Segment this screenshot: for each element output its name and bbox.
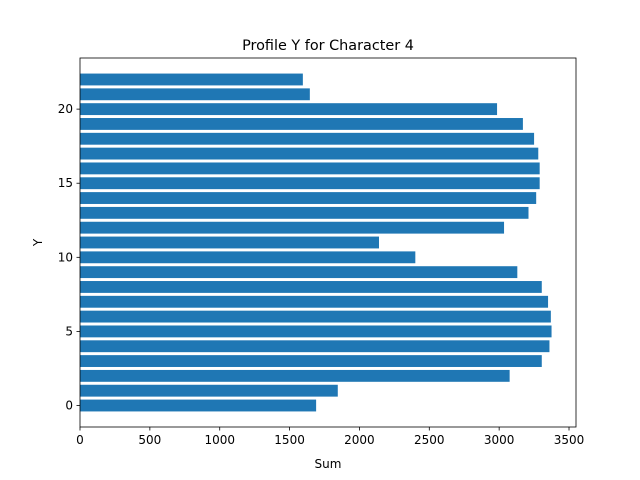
bar-y-11 [80, 236, 379, 249]
bar-y-6 [80, 310, 551, 323]
bar-y-21 [80, 88, 310, 101]
x-tick-label: 2000 [344, 433, 375, 447]
x-tick-label: 3000 [484, 433, 515, 447]
bar-y-2 [80, 369, 510, 382]
bar-y-17 [80, 147, 539, 160]
bar-y-14 [80, 192, 537, 204]
x-tick-label: 2500 [414, 433, 445, 447]
bar-y-4 [80, 340, 550, 353]
y-tick-label: 15 [58, 176, 73, 190]
bar-y-15 [80, 177, 540, 190]
y-axis-ticks: 0 5 10 15 20 [58, 102, 80, 413]
x-tick-label: 1000 [204, 433, 235, 447]
bar-y-1 [80, 384, 338, 397]
bar-y-19 [80, 118, 523, 130]
x-tick-label: 3500 [554, 433, 585, 447]
y-tick-label: 5 [65, 324, 73, 338]
bars-group [80, 73, 552, 412]
x-tick-label: 0 [76, 433, 84, 447]
bar-y-10 [80, 251, 416, 264]
bar-y-0 [80, 399, 317, 412]
bar-y-8 [80, 281, 542, 293]
y-tick-label: 0 [65, 399, 73, 413]
y-axis-label: Y [31, 238, 45, 247]
bar-y-20 [80, 103, 498, 116]
bar-y-9 [80, 266, 518, 279]
bar-y-22 [80, 73, 303, 86]
bar-y-16 [80, 162, 540, 175]
y-tick-label: 20 [58, 102, 73, 116]
bar-y-12 [80, 221, 505, 234]
bar-y-3 [80, 355, 542, 367]
x-tick-label: 1500 [274, 433, 305, 447]
chart-title: Profile Y for Character 4 [242, 38, 414, 54]
bar-y-7 [80, 295, 549, 308]
x-axis-label: Sum [315, 457, 342, 471]
x-tick-label: 500 [138, 433, 161, 447]
bar-y-5 [80, 325, 552, 338]
bar-y-18 [80, 132, 535, 145]
x-axis-ticks: 0 500 1000 1500 2000 2500 3000 3500 [76, 427, 584, 447]
plot-frame [79, 57, 577, 428]
bar-y-13 [80, 206, 529, 219]
y-tick-label: 10 [58, 250, 73, 264]
